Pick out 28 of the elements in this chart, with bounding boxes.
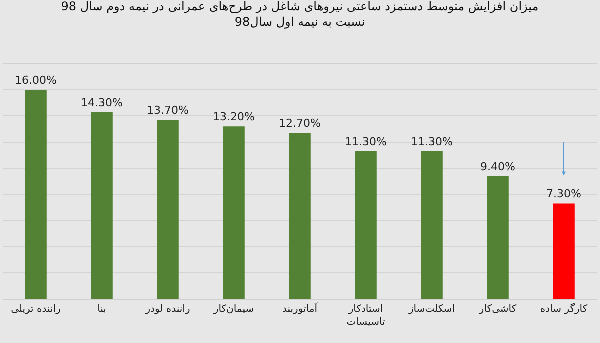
x-tick-label: سیمان‌کار xyxy=(212,304,254,315)
x-tick-label: کارگر ساده xyxy=(540,303,588,315)
bar xyxy=(289,133,311,299)
x-tick-label: بنا xyxy=(98,304,106,315)
data-label: 11.30% xyxy=(411,135,453,148)
x-tick-label: کاشی‌کار xyxy=(478,304,517,315)
data-label: 11.30% xyxy=(345,135,387,148)
data-label: 12.70% xyxy=(279,117,321,130)
data-label: 9.40% xyxy=(480,160,516,174)
data-label: 7.30% xyxy=(546,188,582,201)
bar xyxy=(553,204,575,299)
x-tick-label: آماتوربند xyxy=(282,302,319,315)
data-label: 16.00% xyxy=(15,74,57,88)
chart-title: میزان افزایش متوسط دستمزد ساعتی نیروهای شاغل در طرح‌های عمرانی در نیمه دوم سال 98 نسبت به نیمه اول سال98 xyxy=(61,0,539,29)
x-tick-label: راننده تریلی xyxy=(11,304,62,315)
bar xyxy=(223,126,245,299)
bar xyxy=(487,176,509,299)
bar xyxy=(25,90,47,299)
bar xyxy=(91,112,113,299)
x-tick-label: استادکار تاسیسات xyxy=(346,304,386,328)
data-label: 13.70% xyxy=(147,104,189,118)
data-label: 14.30% xyxy=(81,96,123,110)
x-tick-label: اسکلت‌ساز xyxy=(408,304,456,315)
bar xyxy=(157,120,179,299)
bar xyxy=(421,151,443,299)
data-label: 13.20% xyxy=(213,110,255,124)
bar xyxy=(355,151,377,299)
x-tick-label: راننده لودر xyxy=(144,304,190,315)
